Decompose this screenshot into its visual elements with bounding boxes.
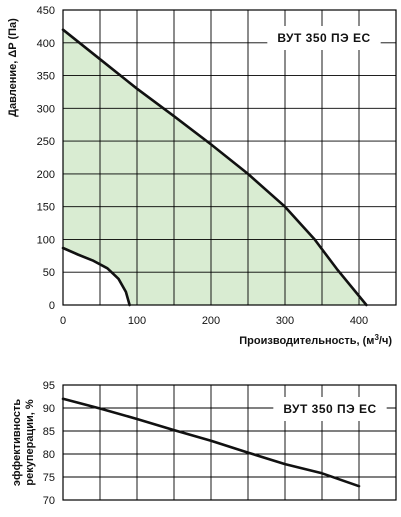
pressure-y-tick-label: 250 [37,136,55,148]
pressure-y-tick-label: 400 [37,38,55,50]
pressure-x-tick-label: 400 [350,315,368,327]
pressure-chart: 0 50 100 150 200 250 300 350 400 450 0 100 200 300 40… [7,5,397,347]
pressure-x-tick-label: 300 [276,315,294,327]
pressure-model-label: ВУТ 350 ПЭ ЕС [277,31,370,45]
min-pressure-curve [61,246,131,307]
pressure-x-title-superscript: 3 [374,333,379,342]
pressure-y-tick-label: 350 [37,71,55,83]
efficiency-chart: 70 75 80 85 90 95 ВУТ 350 ПЭ ЕС эффективность… [11,380,397,507]
pressure-y-tick-label: 150 [37,202,55,214]
pressure-y-tick-label: 50 [43,267,55,279]
pressure-y-tick-label: 200 [37,169,55,181]
efficiency-y-tick-label: 85 [43,426,55,438]
operating-area [63,29,367,305]
efficiency-y-ticks: 70 75 80 85 90 95 [43,380,55,507]
pressure-plot-frame [62,9,397,306]
efficiency-y-tick-label: 95 [43,380,55,392]
pressure-y-tick-label: 300 [37,103,55,115]
efficiency-y-tick-label: 90 [43,403,55,415]
efficiency-y-tick-label: 70 [43,495,55,507]
efficiency-y-tick-label: 80 [43,449,55,461]
efficiency-model-label: ВУТ 350 ПЭ ЕС [283,402,376,416]
efficiency-model-label-bg [273,397,387,421]
pressure-y-ticks: 0 50 100 150 200 250 300 350 400 450 [37,5,55,312]
efficiency-y-title-line: эффективность [11,399,23,486]
pressure-x-title-part: /ч) [379,335,392,347]
pressure-model-label-bg [267,26,381,50]
pressure-x-ticks: 0 100 200 300 400 [60,315,368,327]
efficiency-plot-frame [62,384,397,501]
efficiency-y-tick-label: 75 [43,472,55,484]
pressure-x-tick-label: 200 [202,315,220,327]
max-pressure-curve [61,28,368,307]
pressure-y-tick-label: 0 [49,300,55,312]
pressure-x-tick-label: 0 [60,315,66,327]
pressure-y-axis-title: Давление, ΔP (Па) [7,18,19,117]
pressure-x-axis-title: Производительность, (м3/ч) [239,333,392,347]
pressure-y-tick-label: 100 [37,234,55,246]
efficiency-y-axis-title: эффективностьрекуперации, % [11,399,36,486]
pressure-grid [63,10,396,305]
pressure-y-tick-label: 450 [37,5,55,17]
pressure-x-title-part: Производительность, (м [239,335,374,347]
efficiency-y-title-line: рекуперации, % [24,399,36,485]
pressure-x-tick-label: 100 [128,315,146,327]
efficiency-curve [61,397,361,488]
